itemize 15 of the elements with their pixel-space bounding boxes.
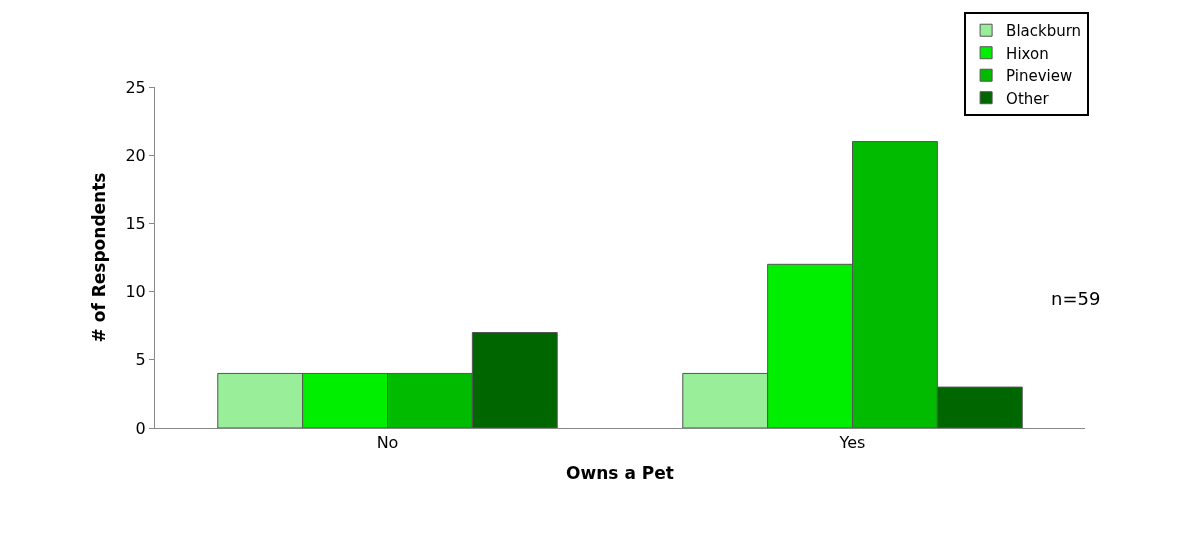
y-axis-title: # of Respondents	[88, 172, 109, 343]
x-tick-label: No	[376, 433, 399, 453]
legend-label: Pineview	[1006, 67, 1073, 86]
annotation: n=59	[1051, 288, 1101, 309]
y-tick-label: 25	[125, 77, 146, 97]
legend-label: Blackburn	[1006, 22, 1082, 41]
x-axis-title: Owns a Pet	[566, 462, 674, 483]
y-tick-label: 10	[125, 282, 146, 302]
legend-label: Hixon	[1006, 44, 1049, 63]
y-tick-label: 15	[125, 214, 146, 233]
y-tick-label: 20	[125, 145, 146, 165]
legend-label: Other	[1006, 89, 1050, 108]
x-tick-label: Yes	[838, 433, 866, 453]
y-tick-label: 5	[135, 350, 146, 370]
y-tick-label: 0	[135, 418, 146, 438]
